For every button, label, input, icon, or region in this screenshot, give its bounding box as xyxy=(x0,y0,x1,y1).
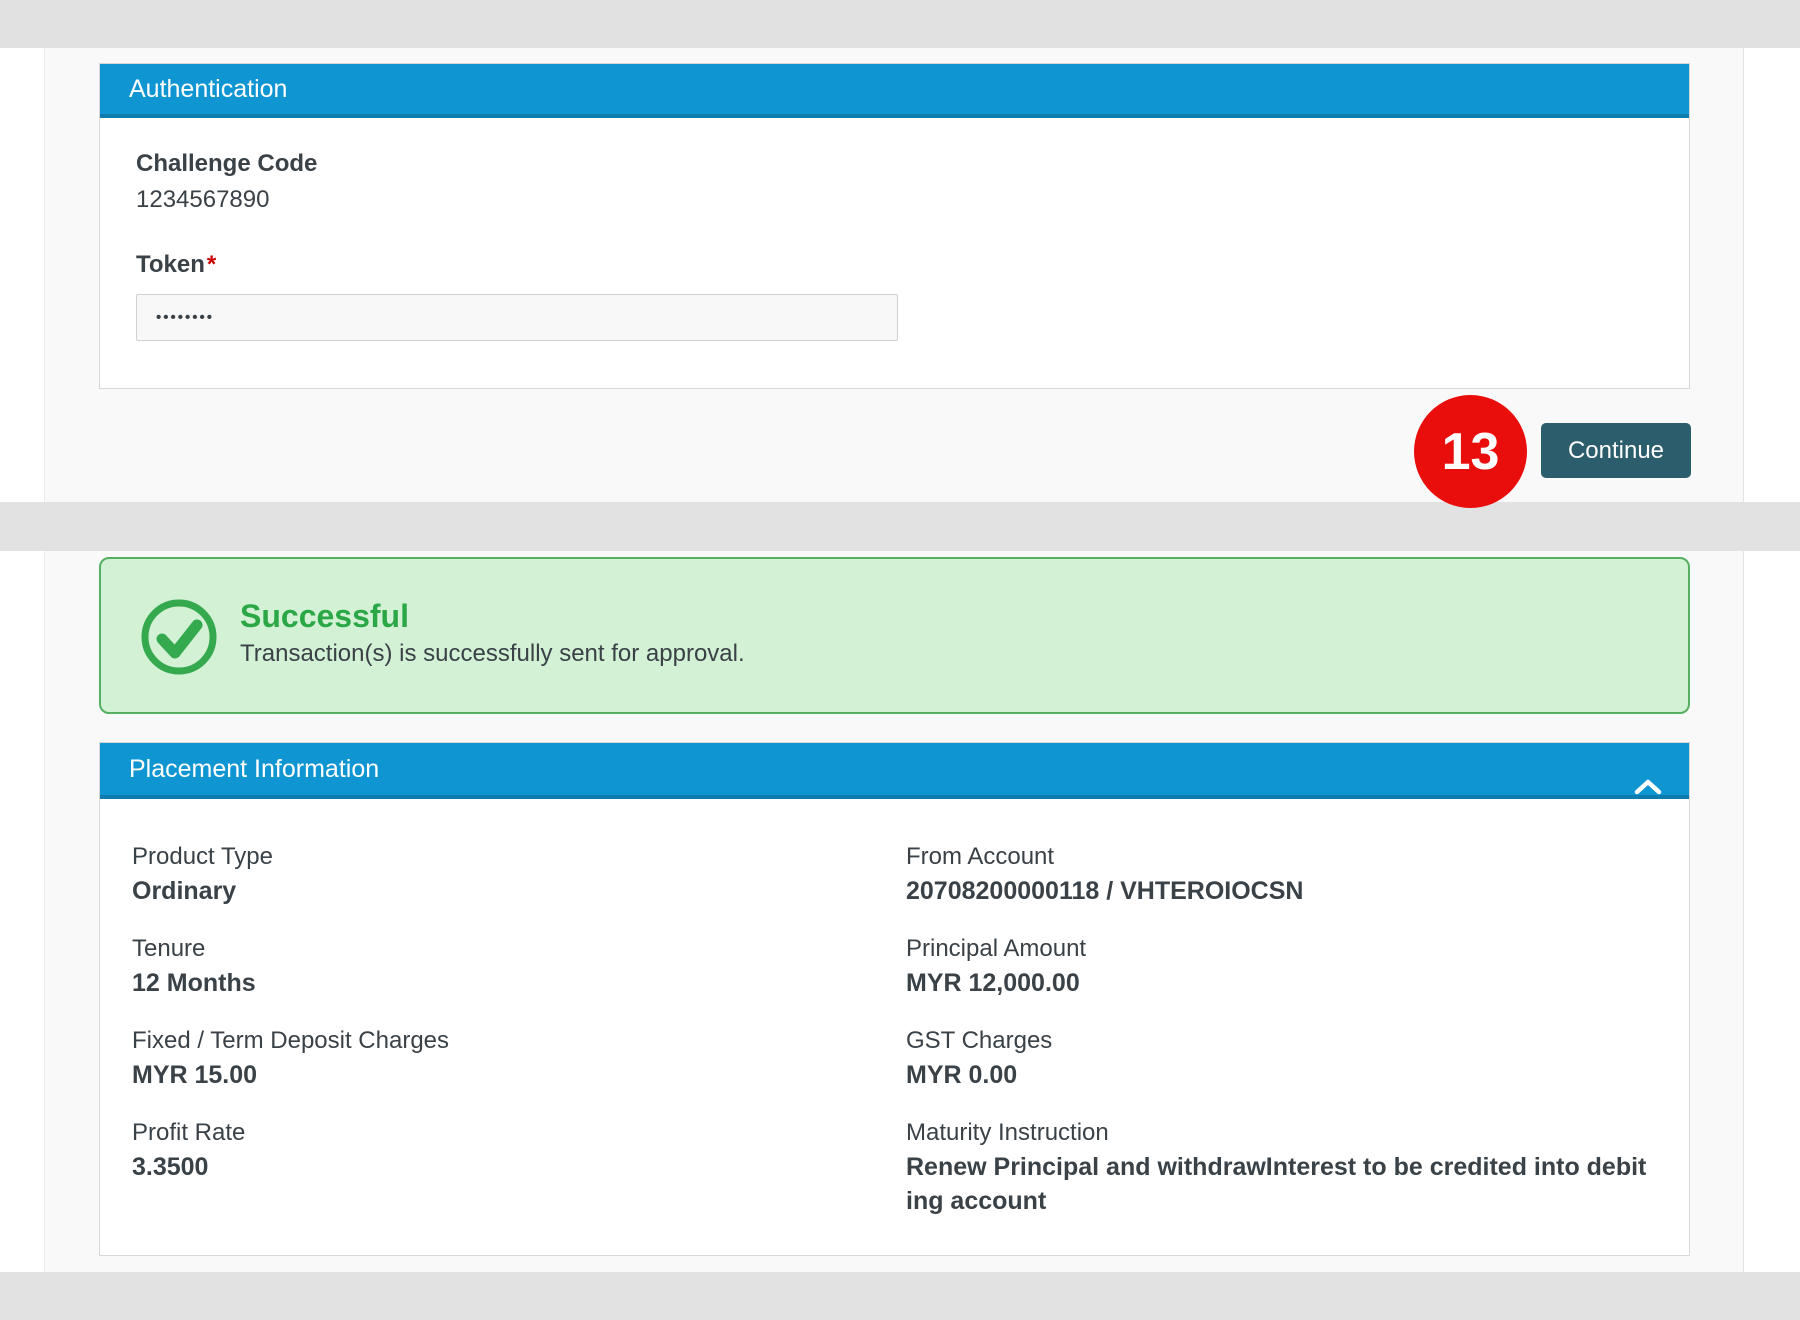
chevron-up-icon[interactable] xyxy=(1633,761,1663,795)
field-value: MYR 12,000.00 xyxy=(906,969,1080,997)
check-circle-icon xyxy=(138,596,220,678)
challenge-code-label: Challenge Code xyxy=(136,150,318,177)
field-value: 20708200000118 / VHTEROIOCSN xyxy=(906,877,1304,905)
field-value: 3.3500 xyxy=(132,1153,209,1181)
field-label: Fixed / Term Deposit Charges xyxy=(132,1027,450,1054)
token-label-text: Token xyxy=(136,251,205,278)
success-message: Transaction(s) is successfully sent for … xyxy=(240,640,745,667)
placement-panel-title: Placement Information xyxy=(129,755,380,783)
field-label: GST Charges xyxy=(906,1027,1053,1054)
field-value: 12 Months xyxy=(132,969,256,997)
required-asterisk: * xyxy=(206,251,217,278)
step-13-badge-number: 13 xyxy=(1441,422,1500,481)
field-label: Profit Rate xyxy=(132,1119,246,1146)
authentication-panel: Authentication Challenge Code 1234567890… xyxy=(99,63,1690,389)
field-value: Renew Principal and withdrawInterest to … xyxy=(906,1153,1647,1215)
continue-button[interactable]: Continue xyxy=(1541,423,1691,478)
field-profit-rate: Profit Rate 3.3500 xyxy=(132,1118,906,1218)
field-value: MYR 15.00 xyxy=(132,1061,258,1089)
field-label: From Account xyxy=(906,843,1055,870)
field-principal-amount: Principal Amount MYR 12,000.00 xyxy=(906,934,1658,1000)
placement-panel-header: Placement Information xyxy=(100,743,1689,799)
field-label: Principal Amount xyxy=(906,935,1087,962)
success-texts: Successful Transaction(s) is successfull… xyxy=(240,599,745,669)
field-product-type: Product Type Ordinary xyxy=(132,842,906,908)
field-fixed-term-deposit-charges: Fixed / Term Deposit Charges MYR 15.00 xyxy=(132,1026,906,1092)
placement-information-panel: Placement Information Product Type Ordin… xyxy=(99,742,1690,1256)
bottom-gray-bar xyxy=(0,1272,1800,1320)
token-input[interactable] xyxy=(136,294,898,341)
authentication-panel-title: Authentication xyxy=(129,75,288,103)
success-title: Successful xyxy=(240,598,409,634)
field-maturity-instruction: Maturity Instruction Renew Principal and… xyxy=(906,1118,1658,1218)
token-label: Token* xyxy=(136,251,1653,279)
field-gst-charges: GST Charges MYR 0.00 xyxy=(906,1026,1658,1092)
field-value: MYR 0.00 xyxy=(906,1061,1018,1089)
placement-panel-body: Product Type Ordinary From Account 20708… xyxy=(100,799,1689,1218)
step-13-badge: 13 xyxy=(1414,395,1527,508)
field-from-account: From Account 20708200000118 / VHTEROIOCS… xyxy=(906,842,1658,908)
authentication-panel-body: Challenge Code 1234567890 Token* xyxy=(100,118,1689,341)
top-gray-bar xyxy=(0,0,1800,48)
field-label: Product Type xyxy=(132,843,273,870)
field-value: Ordinary xyxy=(132,877,237,905)
section-divider-bar xyxy=(0,502,1800,551)
field-tenure: Tenure 12 Months xyxy=(132,934,906,1000)
field-label: Maturity Instruction xyxy=(906,1119,1109,1146)
success-alert: Successful Transaction(s) is successfull… xyxy=(99,557,1690,714)
authentication-panel-header: Authentication xyxy=(100,64,1689,118)
challenge-code-value: 1234567890 xyxy=(136,186,270,213)
field-label: Tenure xyxy=(132,935,206,962)
